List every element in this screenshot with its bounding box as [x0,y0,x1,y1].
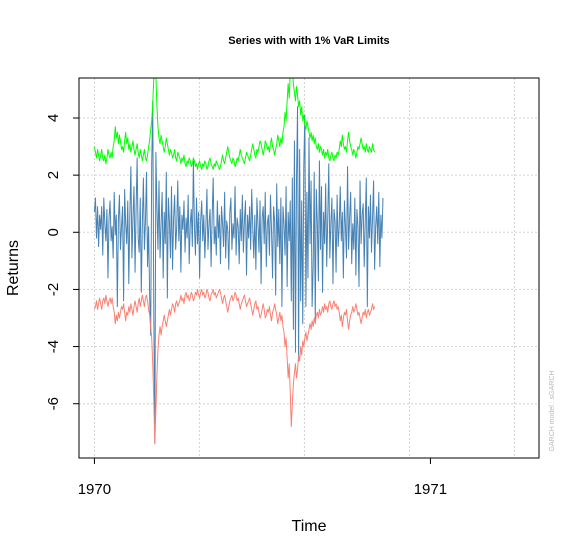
plot-frame [78,77,540,459]
x-tick-label: 1971 [414,481,447,498]
model-note: GARCH model : sGARCH [549,371,556,452]
chart-title: Series with with 1% VaR Limits [228,35,389,47]
x-axis-label: Time [292,518,327,535]
x-axis: 1970 1971 [78,458,447,498]
y-axis: 4 2 0 -2 -4 -6 [45,114,79,410]
y-tick-label: -2 [45,283,62,296]
series-layer [93,78,384,445]
series-line-0 [93,100,384,445]
x-tick-label: 1970 [78,481,111,498]
y-axis-label: Returns [5,240,22,296]
series-line-1 [93,78,376,170]
series-line-2 [93,288,376,445]
y-tick-label: 4 [45,114,62,122]
y-tick-label: 2 [45,171,62,179]
y-tick-label: 0 [45,228,62,236]
y-tick-label: -6 [45,397,62,410]
y-tick-label: -4 [45,340,62,353]
